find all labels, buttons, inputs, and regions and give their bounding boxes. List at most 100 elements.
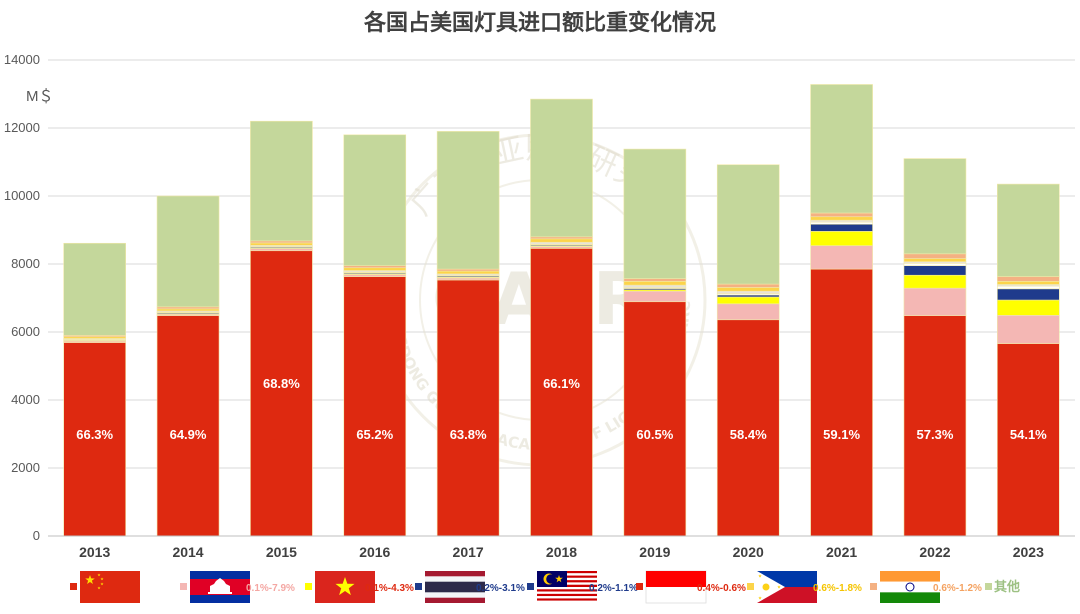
x-tick-label: 2014 xyxy=(172,544,203,560)
bar-segment-india xyxy=(717,284,779,287)
legend-label-其他: 其他 xyxy=(994,579,1020,595)
x-tick-label: 2018 xyxy=(546,544,577,560)
y-tick-label: 0 xyxy=(33,528,40,543)
bar-segment-thailand xyxy=(811,224,873,231)
legend-swatch xyxy=(70,583,77,590)
bar-segment-philippines xyxy=(811,217,873,220)
legend-swatch xyxy=(985,583,992,590)
chart-title: 各国占美国灯具进口额比重变化情况 xyxy=(363,10,716,36)
legend-label-vietnam: 0.1%-4.3% xyxy=(365,583,414,594)
bar-segment-cambodia xyxy=(997,315,1059,343)
bar-segment-philippines xyxy=(437,271,499,274)
bars xyxy=(64,84,1060,536)
bar-segment-cambodia xyxy=(717,304,779,320)
x-tick-label: 2019 xyxy=(639,544,670,560)
bar-segment-vietnam xyxy=(717,297,779,304)
bar-segment-indonesia xyxy=(531,242,593,244)
bar-segment-cambodia xyxy=(344,275,406,277)
bar-segment-其他 xyxy=(624,149,686,279)
legend-label-indonesia: 0.4%-0.6% xyxy=(697,583,746,594)
malaysia-flag-icon xyxy=(537,571,597,603)
bar-segment-cambodia xyxy=(437,278,499,280)
data-label: 65.2% xyxy=(356,427,393,442)
y-tick-label: 14000 xyxy=(4,52,40,67)
bar-segment-vietnam xyxy=(904,275,966,288)
data-label: 59.1% xyxy=(823,427,860,442)
data-label: 60.5% xyxy=(636,427,673,442)
bar-segment-china xyxy=(811,269,873,536)
bar-segment-thailand xyxy=(997,289,1059,300)
bar-segment-india xyxy=(904,254,966,259)
bar-segment-其他 xyxy=(157,196,219,307)
bar-segment-其他 xyxy=(997,184,1059,276)
x-tick-label: 2016 xyxy=(359,544,390,560)
bar-segment-india xyxy=(437,269,499,271)
legend-swatch xyxy=(415,583,422,590)
legend-swatch xyxy=(636,583,643,590)
legend-label-malaysia: 0.2%-1.1% xyxy=(589,583,638,594)
bar-segment-indonesia xyxy=(717,291,779,293)
bar-segment-india xyxy=(811,213,873,217)
bar-segment-china xyxy=(531,248,593,536)
bar-segment-其他 xyxy=(344,135,406,266)
bar-segment-india xyxy=(344,266,406,268)
bar-segment-china xyxy=(437,280,499,536)
bar-segment-india xyxy=(997,277,1059,282)
bar-segment-philippines xyxy=(250,243,312,245)
bar-segment-philippines xyxy=(531,239,593,242)
bar-segment-cambodia xyxy=(811,246,873,269)
bar-segment-其他 xyxy=(531,99,593,237)
bar-segment-thailand xyxy=(904,266,966,276)
data-label: 66.1% xyxy=(543,376,580,391)
bar-segment-philippines xyxy=(717,287,779,291)
cambodia-flag-icon xyxy=(190,571,250,603)
x-tick-label: 2017 xyxy=(453,544,484,560)
bar-segment-philippines xyxy=(904,259,966,262)
y-tick-label: 8000 xyxy=(11,256,40,271)
bar-segment-其他 xyxy=(717,165,779,284)
legend-label-cambodia: 0.1%-7.9% xyxy=(246,583,295,594)
data-label: 57.3% xyxy=(917,427,954,442)
bar-segment-china xyxy=(250,251,312,536)
legend-label-india: 0.6%-1.2% xyxy=(933,583,982,594)
bar-segment-cambodia xyxy=(624,291,686,302)
philippines-flag-icon xyxy=(757,571,817,603)
bar-segment-philippines xyxy=(344,268,406,271)
bar-segment-india xyxy=(157,307,219,309)
bar-segment-其他 xyxy=(904,159,966,254)
bar-segment-vietnam xyxy=(811,231,873,245)
bar-segment-thailand xyxy=(717,295,779,297)
legend-label-thailand: 0.2%-3.1% xyxy=(476,583,525,594)
bar-segment-china xyxy=(904,316,966,536)
legend-label-philippines: 0.6%-1.8% xyxy=(813,583,862,594)
data-label: 64.9% xyxy=(170,427,207,442)
legend-swatch xyxy=(305,583,312,590)
bar-segment-philippines xyxy=(624,281,686,285)
bar-segment-india xyxy=(624,279,686,282)
bar-segment-其他 xyxy=(250,121,312,241)
bar-segment-其他 xyxy=(64,243,126,335)
bar-segment-china xyxy=(157,316,219,536)
bar-segment-malaysia xyxy=(997,286,1059,289)
x-tick-label: 2020 xyxy=(733,544,764,560)
bar-segment-philippines xyxy=(997,281,1059,284)
y-tick-label: 12000 xyxy=(4,120,40,135)
data-label: 68.8% xyxy=(263,376,300,391)
bar-segment-indonesia xyxy=(811,220,873,222)
data-label: 58.4% xyxy=(730,427,767,442)
bar-segment-china xyxy=(624,302,686,536)
legend-swatch xyxy=(180,583,187,590)
bar-segment-cambodia xyxy=(904,288,966,316)
legend: 0.1%-7.9% 0.1%-4.3% 0.2%-3.1% 0.2%-1.1% 0.4%… xyxy=(70,571,1020,603)
bar-segment-其他 xyxy=(437,131,499,269)
x-tick-label: 2013 xyxy=(79,544,110,560)
bar-segment-indonesia xyxy=(624,285,686,287)
legend-swatch xyxy=(527,583,534,590)
data-label: 66.3% xyxy=(76,427,113,442)
legend-swatch xyxy=(747,583,754,590)
x-tick-label: 2022 xyxy=(919,544,950,560)
y-tick-label: 2000 xyxy=(11,460,40,475)
bar-segment-malaysia xyxy=(811,222,873,224)
x-tick-label: 2021 xyxy=(826,544,857,560)
bar-segment-china xyxy=(344,277,406,536)
